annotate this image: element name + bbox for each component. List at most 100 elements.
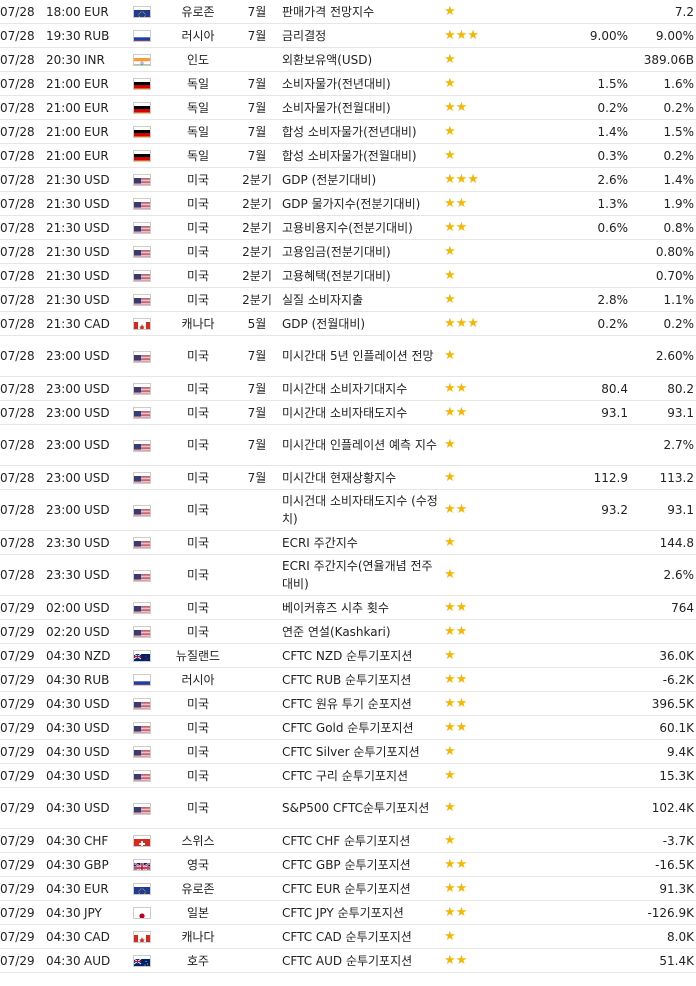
table-row[interactable]: 07/28 19:30 RUB 러시아 7월 금리결정 ★★★ 9.00% 9.… (0, 23, 696, 48)
table-row[interactable]: 07/28 21:30 CAD 캐나다 5월 GDP (전월대비) ★★★ 0.… (0, 311, 696, 336)
table-row[interactable]: 07/29 04:30 USD 미국 CFTC 구리 순투기포지션 ★ 15.3… (0, 763, 696, 788)
flag-us-icon (133, 802, 151, 815)
table-row[interactable]: 07/28 23:00 USD 미국 7월 미시간대 인플레이션 예측 지수 ★… (0, 424, 696, 466)
event-name[interactable]: GDP (전분기대비) (280, 167, 442, 192)
period (234, 948, 280, 973)
event-name[interactable]: CFTC 구리 순투기포지션 (280, 763, 442, 788)
table-row[interactable]: 07/29 04:30 USD 미국 CFTC Gold 순투기포지션 ★★ 6… (0, 715, 696, 740)
actual-value (508, 489, 548, 531)
event-name[interactable]: 미시간대 소비자태도지수 (280, 400, 442, 425)
table-row[interactable]: 07/28 21:30 USD 미국 2분기 GDP (전분기대비) ★★★ 2… (0, 167, 696, 192)
event-name[interactable]: CFTC GBP 순투기포지션 (280, 852, 442, 877)
table-row[interactable]: 07/28 23:30 USD 미국 ECRI 주간지수 ★ 144.8 (0, 530, 696, 555)
event-name[interactable]: CFTC 원유 투기 순포지션 (280, 691, 442, 716)
event-name[interactable]: CFTC RUB 순투기포지션 (280, 667, 442, 692)
table-row[interactable]: 07/28 21:30 USD 미국 2분기 고용임금(전분기대비) ★ 0.8… (0, 239, 696, 264)
event-name[interactable]: 미시간대 5년 인플레이션 전망 (280, 335, 442, 377)
table-row[interactable]: 07/28 21:30 USD 미국 2분기 고용혜택(전분기대비) ★ 0.7… (0, 263, 696, 288)
event-name[interactable]: 미시건대 소비자태도지수 (수정치) (280, 489, 442, 531)
event-time: 04:30 (44, 900, 82, 925)
event-date: 07/28 (0, 47, 44, 72)
forecast-value (548, 763, 630, 788)
table-row[interactable]: 07/28 21:30 USD 미국 2분기 고용비용지수(전분기대비) ★★ … (0, 215, 696, 240)
event-name[interactable]: CFTC EUR 순투기포지션 (280, 876, 442, 901)
table-row[interactable]: 07/29 04:30 RUB 러시아 CFTC RUB 순투기포지션 ★★ -… (0, 667, 696, 692)
event-name[interactable]: GDP (전월대비) (280, 311, 442, 336)
event-name[interactable]: 고용비용지수(전분기대비) (280, 215, 442, 240)
table-row[interactable]: 07/28 23:00 USD 미국 7월 미시간대 소비자기대지수 ★★ 80… (0, 376, 696, 401)
table-row[interactable]: 07/28 21:30 USD 미국 2분기 GDP 물가지수(전분기대비) ★… (0, 191, 696, 216)
importance-stars-icon: ★★★ (442, 311, 508, 336)
event-name[interactable]: CFTC CHF 순투기포지션 (280, 828, 442, 853)
event-name[interactable]: 소비자물가(전월대비) (280, 95, 442, 120)
event-name[interactable]: 판매가격 전망지수 (280, 0, 442, 24)
table-row[interactable]: 07/28 23:00 USD 미국 7월 미시간대 소비자태도지수 ★★ 93… (0, 400, 696, 425)
event-name[interactable]: GDP 물가지수(전분기대비) (280, 191, 442, 216)
table-row[interactable]: 07/29 04:30 USD 미국 CFTC 원유 투기 순포지션 ★★ 39… (0, 691, 696, 716)
event-name[interactable]: 고용혜택(전분기대비) (280, 263, 442, 288)
event-name[interactable]: CFTC Silver 순투기포지션 (280, 739, 442, 764)
event-name[interactable]: CFTC Gold 순투기포지션 (280, 715, 442, 740)
event-name[interactable]: 금리결정 (280, 23, 442, 48)
event-name[interactable]: ECRI 주간지수 (280, 530, 442, 555)
event-name[interactable]: 베이커휴즈 시추 횟수 (280, 595, 442, 620)
flag-ru-icon (133, 30, 151, 42)
event-name[interactable]: 실질 소비자지출 (280, 287, 442, 312)
period (234, 47, 280, 72)
table-row[interactable]: 07/28 23:30 USD 미국 ECRI 주간지수(연율개념 전주대비) … (0, 554, 696, 596)
table-row[interactable]: 07/29 02:20 USD 미국 연준 연설(Kashkari) ★★ (0, 619, 696, 644)
country-name: 미국 (162, 691, 234, 716)
table-row[interactable]: 07/28 21:00 EUR 독일 7월 합성 소비자물가(전년대비) ★ 1… (0, 119, 696, 144)
event-name[interactable]: 연준 연설(Kashkari) (280, 619, 442, 644)
table-row[interactable]: 07/29 04:30 JPY 일본 CFTC JPY 순투기포지션 ★★ -1… (0, 900, 696, 925)
event-name[interactable]: 소비자물가(전년대비) (280, 71, 442, 96)
table-row[interactable]: 07/29 04:30 NZD 뉴질랜드 CFTC NZD 순투기포지션 ★ 3… (0, 643, 696, 668)
previous-value: 80.2 (630, 376, 696, 401)
table-row[interactable]: 07/28 23:00 USD 미국 7월 미시간대 현재상황지수 ★ 112.… (0, 465, 696, 490)
event-time: 21:30 (44, 191, 82, 216)
event-name[interactable]: 미시간대 소비자기대지수 (280, 376, 442, 401)
event-name[interactable]: CFTC AUD 순투기포지션 (280, 948, 442, 973)
country-name: 독일 (162, 143, 234, 168)
table-row[interactable]: 07/28 18:00 EUR 유로존 7월 판매가격 전망지수 ★ 7.2 (0, 0, 696, 24)
event-name[interactable]: CFTC NZD 순투기포지션 (280, 643, 442, 668)
event-name[interactable]: 합성 소비자물가(전년대비) (280, 119, 442, 144)
table-row[interactable]: 07/28 21:00 EUR 독일 7월 합성 소비자물가(전월대비) ★ 0… (0, 143, 696, 168)
event-name[interactable]: 고용임금(전분기대비) (280, 239, 442, 264)
event-time: 21:30 (44, 287, 82, 312)
event-name[interactable]: S&P500 CFTC순투기포지션 (280, 787, 442, 829)
table-row[interactable]: 07/28 21:00 EUR 독일 7월 소비자물가(전년대비) ★ 1.5%… (0, 71, 696, 96)
forecast-value: 2.6% (548, 167, 630, 192)
event-name[interactable]: ECRI 주간지수(연율개념 전주대비) (280, 554, 442, 596)
event-name[interactable]: 합성 소비자물가(전월대비) (280, 143, 442, 168)
table-row[interactable]: 07/28 21:00 EUR 독일 7월 소비자물가(전월대비) ★★ 0.2… (0, 95, 696, 120)
table-row[interactable]: 07/29 04:30 EUR 유로존 CFTC EUR 순투기포지션 ★★ 9… (0, 876, 696, 901)
forecast-value: 1.3% (548, 191, 630, 216)
flag-ch-icon (133, 835, 151, 847)
flag-us-icon (133, 746, 151, 758)
currency-code: EUR (82, 95, 122, 120)
event-name[interactable]: CFTC CAD 순투기포지션 (280, 924, 442, 949)
table-row[interactable]: 07/29 04:30 USD 미국 CFTC Silver 순투기포지션 ★ … (0, 739, 696, 764)
event-time: 04:30 (44, 924, 82, 949)
table-row[interactable]: 07/29 04:30 CHF 스위스 CFTC CHF 순투기포지션 ★ -3… (0, 828, 696, 853)
table-row[interactable]: 07/28 23:00 USD 미국 미시건대 소비자태도지수 (수정치) ★★… (0, 489, 696, 531)
table-row[interactable]: 07/29 04:30 AUD 호주 CFTC AUD 순투기포지션 ★★ 51… (0, 948, 696, 973)
event-name[interactable]: 미시간대 인플레이션 예측 지수 (280, 424, 442, 466)
table-row[interactable]: 07/28 21:30 USD 미국 2분기 실질 소비자지출 ★ 2.8% 1… (0, 287, 696, 312)
event-name[interactable]: CFTC JPY 순투기포지션 (280, 900, 442, 925)
event-date: 07/28 (0, 167, 44, 192)
event-name[interactable]: 미시간대 현재상황지수 (280, 465, 442, 490)
forecast-value (548, 828, 630, 853)
table-row[interactable]: 07/28 23:00 USD 미국 7월 미시간대 5년 인플레이션 전망 ★… (0, 335, 696, 377)
previous-value: 1.1% (630, 287, 696, 312)
event-time: 04:30 (44, 787, 82, 829)
table-row[interactable]: 07/29 02:00 USD 미국 베이커휴즈 시추 횟수 ★★ 764 (0, 595, 696, 620)
event-name[interactable]: 외환보유액(USD) (280, 47, 442, 72)
table-row[interactable]: 07/29 04:30 CAD 캐나다 CFTC CAD 순투기포지션 ★ 8.… (0, 924, 696, 949)
table-row[interactable]: 07/29 04:30 USD 미국 S&P500 CFTC순투기포지션 ★ 1… (0, 787, 696, 829)
event-time: 23:30 (44, 530, 82, 555)
table-row[interactable]: 07/29 04:30 GBP 영국 CFTC GBP 순투기포지션 ★★ -1… (0, 852, 696, 877)
actual-value (508, 900, 548, 925)
table-row[interactable]: 07/28 20:30 INR 인도 외환보유액(USD) ★ 389.06B (0, 47, 696, 72)
